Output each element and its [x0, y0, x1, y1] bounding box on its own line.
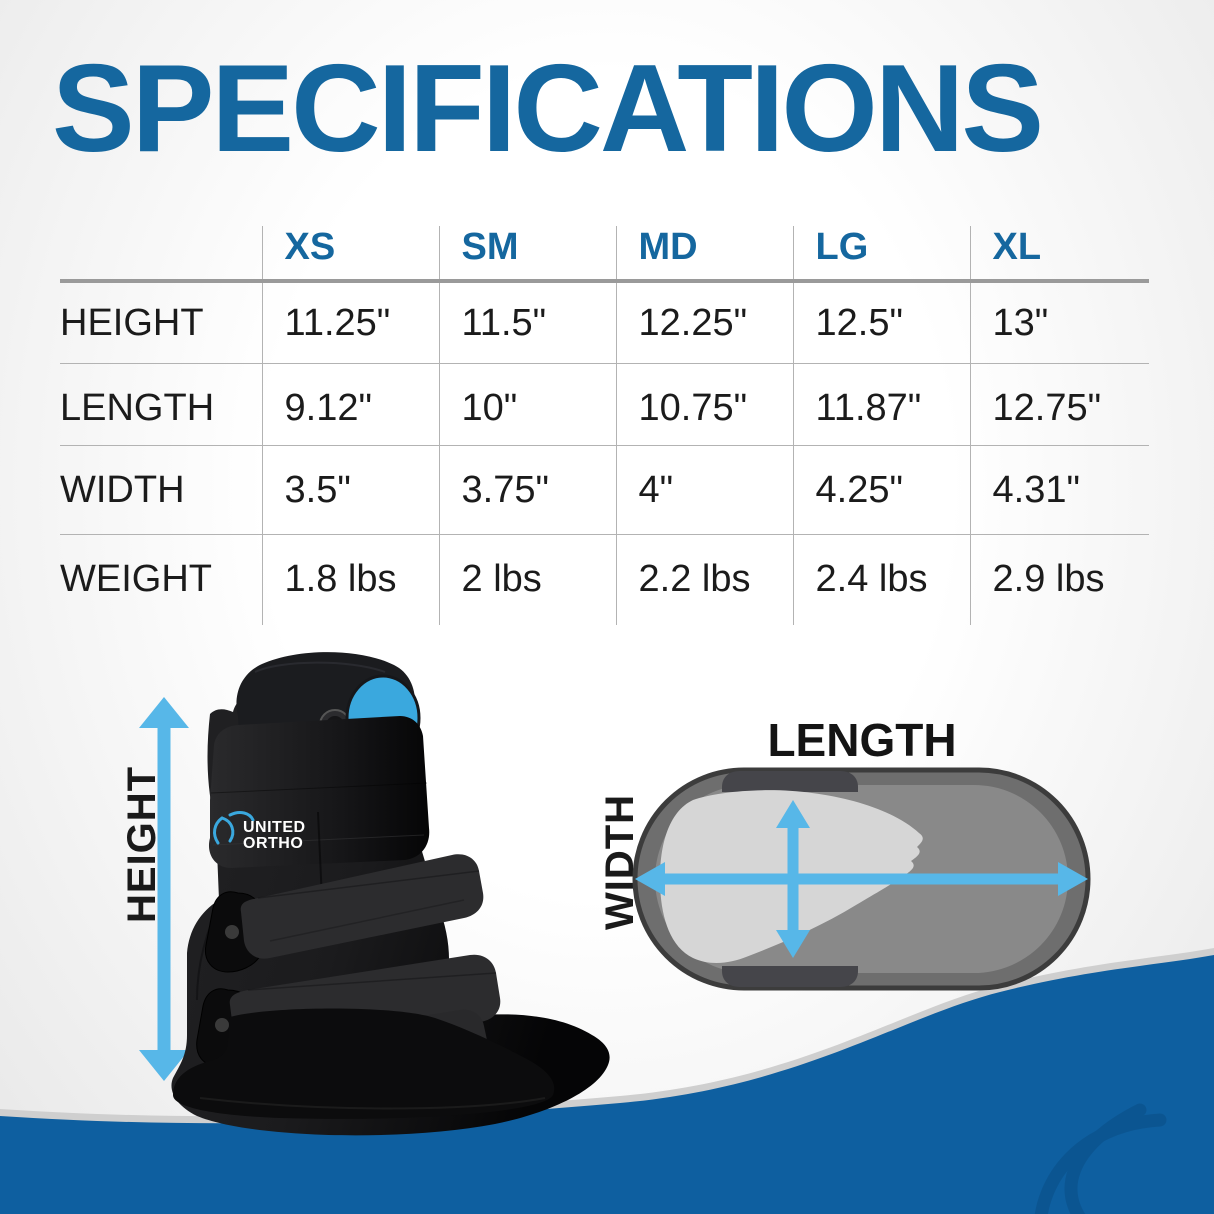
svg-text:UNITED: UNITED: [243, 819, 306, 836]
svg-text:ORTHO: ORTHO: [243, 835, 303, 852]
